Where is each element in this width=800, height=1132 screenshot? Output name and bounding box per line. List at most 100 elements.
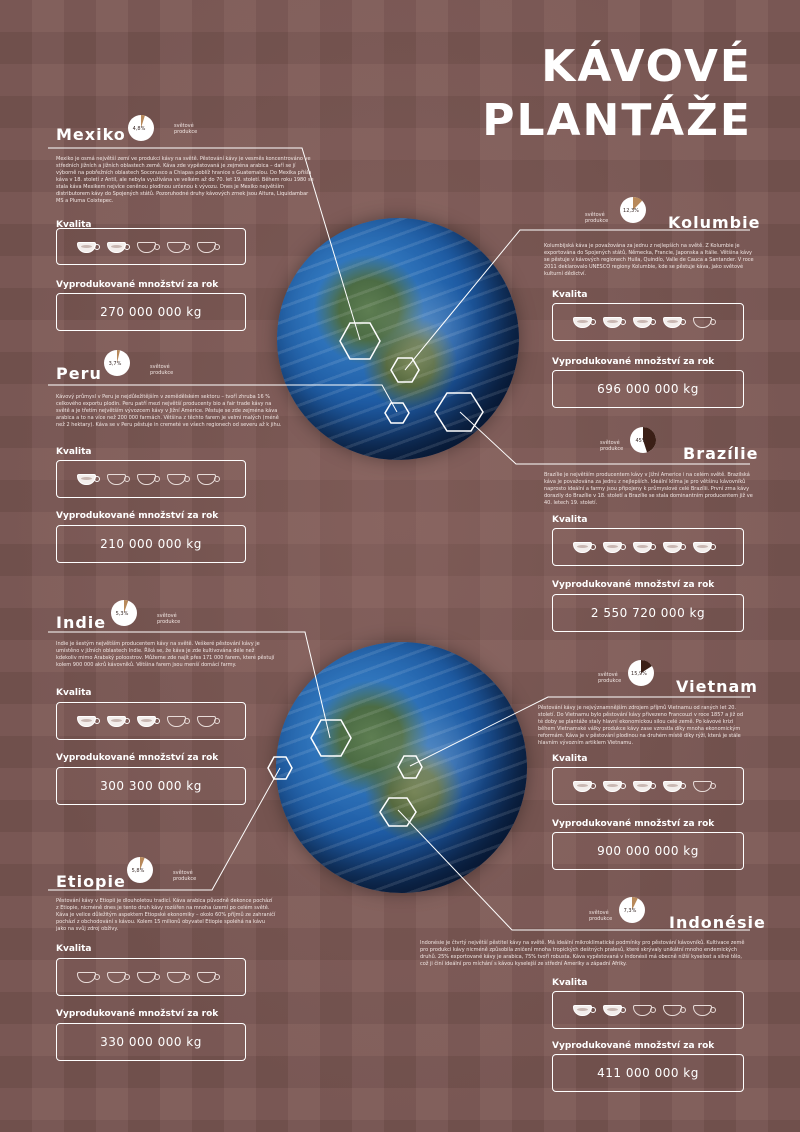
coffee-cup-full-icon [573,1002,597,1018]
cup-handle [184,476,190,482]
cup-handle [650,783,656,789]
quality-rating-kolumbie [552,303,744,341]
production-label-brazilie: Vyprodukované množství za rok [552,580,715,590]
country-name-kolumbie: Kolumbie [668,213,761,232]
coffee-cup-full-icon [77,713,101,729]
pie-value-etiopie: 5,8% [132,868,145,874]
coffee-cup-empty-icon [137,969,161,985]
quality-label-vietnam: Kvalita [552,754,588,764]
pie-value-mexiko: 4,8% [133,126,146,132]
cup-handle [214,243,220,250]
production-label-vietnam: Vyprodukované množství za rok [552,819,715,829]
coffee-cup-full-icon [663,778,687,794]
cup-handle [214,718,220,724]
description-indonesie: Indonésie je čtvrtý největší pěstitel ká… [420,940,745,967]
quality-rating-brazilie [552,528,744,566]
cup-row [553,304,743,340]
world-share-label-vietnam: světové produkce [598,672,622,684]
coffee-cup-empty-icon [107,471,131,487]
cup-handle [124,243,130,250]
country-name-vietnam: Vietnam [676,677,758,696]
quality-label-mexiko: Kvalita [56,220,92,230]
coffee-cup-full-icon [603,778,627,794]
coffee-cup-full-icon [603,314,627,330]
cup-handle [154,243,160,250]
coffee-cup-empty-icon [197,471,221,487]
coffee-cup-empty-icon [77,969,101,985]
coffee-cup-full-icon [573,778,597,794]
world-share-pie-vietnam: 15,9% [628,660,654,686]
cup-handle [620,544,626,550]
coffee-cup-full-icon [573,314,597,330]
world-share-pie-etiopie: 5,8% [127,857,153,883]
world-share-pie-indonesie: 7,3% [619,897,645,923]
country-name-indonesie: Indonésie [669,913,766,932]
pie-slice-vietnam [641,660,652,673]
coffee-cup-full-icon [603,539,627,555]
country-name-etiopie: Etiopie [56,872,126,891]
cup-row [57,703,245,739]
description-kolumbie: Kolumbijská káva je považována za jednu … [544,243,754,277]
coffee-cup-empty-icon [167,471,191,487]
production-value-kolumbie: 696 000 000 kg [597,382,699,396]
cup-handle [650,319,656,325]
world-share-pie-indie: 5,3% [111,600,137,626]
cup-handle [590,544,596,550]
cup-row [57,461,245,497]
pie-value-peru: 3,7% [109,361,122,367]
world-share-pie-peru: 3,7% [104,350,130,376]
quality-rating-vietnam [552,767,744,805]
production-value-vietnam: 900 000 000 kg [597,844,699,858]
coffee-cup-full-icon [107,713,131,729]
description-vietnam: Pěstování kávy je nejvýznamnějším zdroje… [538,705,744,746]
cup-row [553,992,743,1028]
coffee-cup-full-icon [633,539,657,555]
production-value-indie: 300 300 000 kg [100,779,202,793]
production-box-brazilie: 2 550 720 000 kg [552,594,744,632]
production-box-peru: 210 000 000 kg [56,525,246,563]
coffee-cup-full-icon [77,471,101,487]
world-share-label-indie: světové produkce [157,613,181,625]
coffee-cup-full-icon [633,778,657,794]
cup-handle [590,319,596,325]
coffee-cup-full-icon [603,1002,627,1018]
poster-title-line-2: PLANTÁŽE [482,95,752,146]
production-box-indie: 300 300 000 kg [56,767,246,805]
world-share-label-indonesie: světové produkce [589,910,613,922]
coffee-cup-empty-icon [137,471,161,487]
cup-handle [184,243,190,250]
coffee-cup-empty-icon [107,969,131,985]
coffee-cup-full-icon [633,314,657,330]
world-share-pie-brazilie: 45% [630,427,656,453]
cup-handle [214,974,220,980]
coffee-cup-full-icon [137,713,161,729]
country-name-peru: Peru [56,364,102,383]
cup-handle [590,783,596,789]
pie-slice-indonesie [632,897,638,910]
description-brazilie: Brazílie je největším producentem kávy v… [544,472,753,506]
production-value-indonesie: 411 000 000 kg [597,1066,699,1080]
production-box-mexiko: 270 000 000 kg [56,293,246,331]
cup-handle [124,476,130,482]
world-share-label-brazilie: světové produkce [600,440,624,452]
poster-title: KÁVOVÉ PLANTÁŽE [482,40,752,148]
pie-slice-brazilie [643,427,656,453]
cup-handle [94,718,100,724]
globe-asia-africa [276,642,527,893]
coffee-cup-empty-icon [693,1002,717,1018]
cup-handle [184,718,190,724]
quality-label-indonesie: Kvalita [552,978,588,988]
coffee-cup-empty-icon [167,969,191,985]
country-name-indie: Indie [56,613,107,632]
coffee-cup-empty-icon [633,1002,657,1018]
cup-handle [94,974,100,980]
cup-row [553,768,743,804]
country-name-brazilie: Brazílie [683,444,759,463]
cup-handle [154,974,160,980]
cup-handle [620,1007,626,1013]
production-box-vietnam: 900 000 000 kg [552,832,744,870]
quality-rating-etiopie [56,958,246,996]
cup-handle [94,476,100,482]
cup-handle [680,1007,686,1013]
cup-handle [214,476,220,482]
